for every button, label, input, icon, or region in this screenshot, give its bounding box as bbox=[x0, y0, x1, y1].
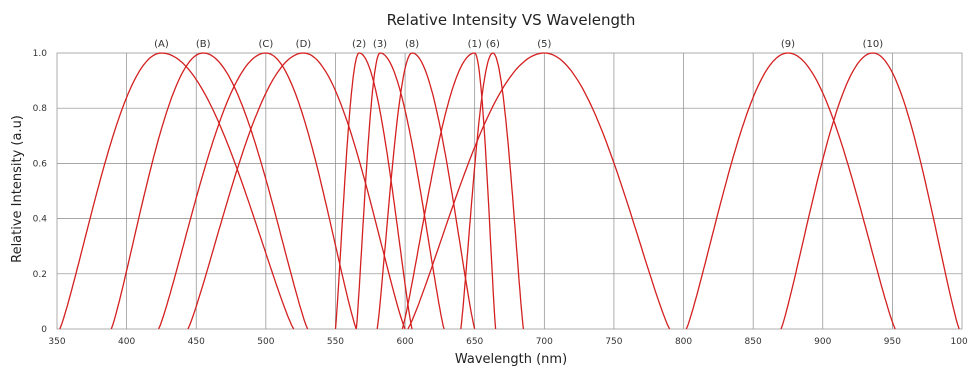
series-curve bbox=[685, 52, 896, 330]
series-curve bbox=[355, 52, 445, 330]
series-curve bbox=[407, 52, 671, 330]
y-tick-label: 1.0 bbox=[33, 49, 48, 59]
x-ticks: 350 400 450 500 550 600 650 700 750 800 850 900 950 1… bbox=[48, 337, 968, 347]
series-label: (9) bbox=[781, 39, 795, 50]
series-label: (C) bbox=[258, 39, 273, 50]
y-axis-label: Relative Intensity (a.u) bbox=[10, 115, 25, 263]
grid bbox=[57, 53, 962, 329]
y-tick-label: 0.2 bbox=[33, 270, 47, 280]
series-curve bbox=[460, 52, 525, 330]
series-label: (8) bbox=[405, 39, 419, 50]
series-label: (10) bbox=[863, 39, 884, 50]
series-curve bbox=[376, 52, 476, 330]
series-label: (1) bbox=[468, 39, 482, 50]
series-curve bbox=[110, 52, 309, 330]
y-tick-label: 0.6 bbox=[33, 159, 48, 169]
x-tick-label: 450 bbox=[188, 337, 205, 347]
x-tick-label: 750 bbox=[605, 337, 622, 347]
x-tick-label: 550 bbox=[327, 337, 344, 347]
series-label: (6) bbox=[486, 39, 500, 50]
series-curve bbox=[401, 52, 497, 330]
x-tick-label: 800 bbox=[675, 337, 692, 347]
series-label: (2) bbox=[352, 39, 366, 50]
series-label: (B) bbox=[196, 39, 211, 50]
x-tick-label: 600 bbox=[396, 337, 413, 347]
series-label: (5) bbox=[537, 39, 551, 50]
series-curve bbox=[158, 52, 357, 330]
curves bbox=[59, 52, 960, 330]
x-tick-label: 950 bbox=[884, 337, 901, 347]
series-curve bbox=[59, 52, 295, 330]
x-tick-label: 650 bbox=[466, 337, 483, 347]
x-tick-label: 350 bbox=[48, 337, 65, 347]
y-tick-label: 0 bbox=[41, 325, 47, 335]
chart-title: Relative Intensity VS Wavelength bbox=[387, 11, 636, 29]
peak-labels: (A) (B) (C) (D) (2) (3) (8) (1) (6) (5) (9) (10) bbox=[154, 39, 883, 50]
series-label: (3) bbox=[373, 39, 387, 50]
series-curve bbox=[187, 52, 406, 330]
plot-frame bbox=[56, 52, 963, 330]
x-tick-label: 850 bbox=[745, 337, 762, 347]
x-axis-label: Wavelength (nm) bbox=[455, 352, 567, 367]
x-tick-label: 400 bbox=[118, 337, 135, 347]
x-tick-label: 500 bbox=[257, 337, 274, 347]
series-label: (A) bbox=[154, 39, 169, 50]
y-tick-label: 0.8 bbox=[33, 104, 48, 114]
x-tick-label: 700 bbox=[536, 337, 553, 347]
series-label: (D) bbox=[296, 39, 312, 50]
x-tick-label: 900 bbox=[814, 337, 831, 347]
y-ticks: 0 0.2 0.4 0.6 0.8 1.0 bbox=[33, 49, 48, 335]
series-curve bbox=[780, 52, 960, 330]
y-tick-label: 0.4 bbox=[33, 215, 48, 225]
